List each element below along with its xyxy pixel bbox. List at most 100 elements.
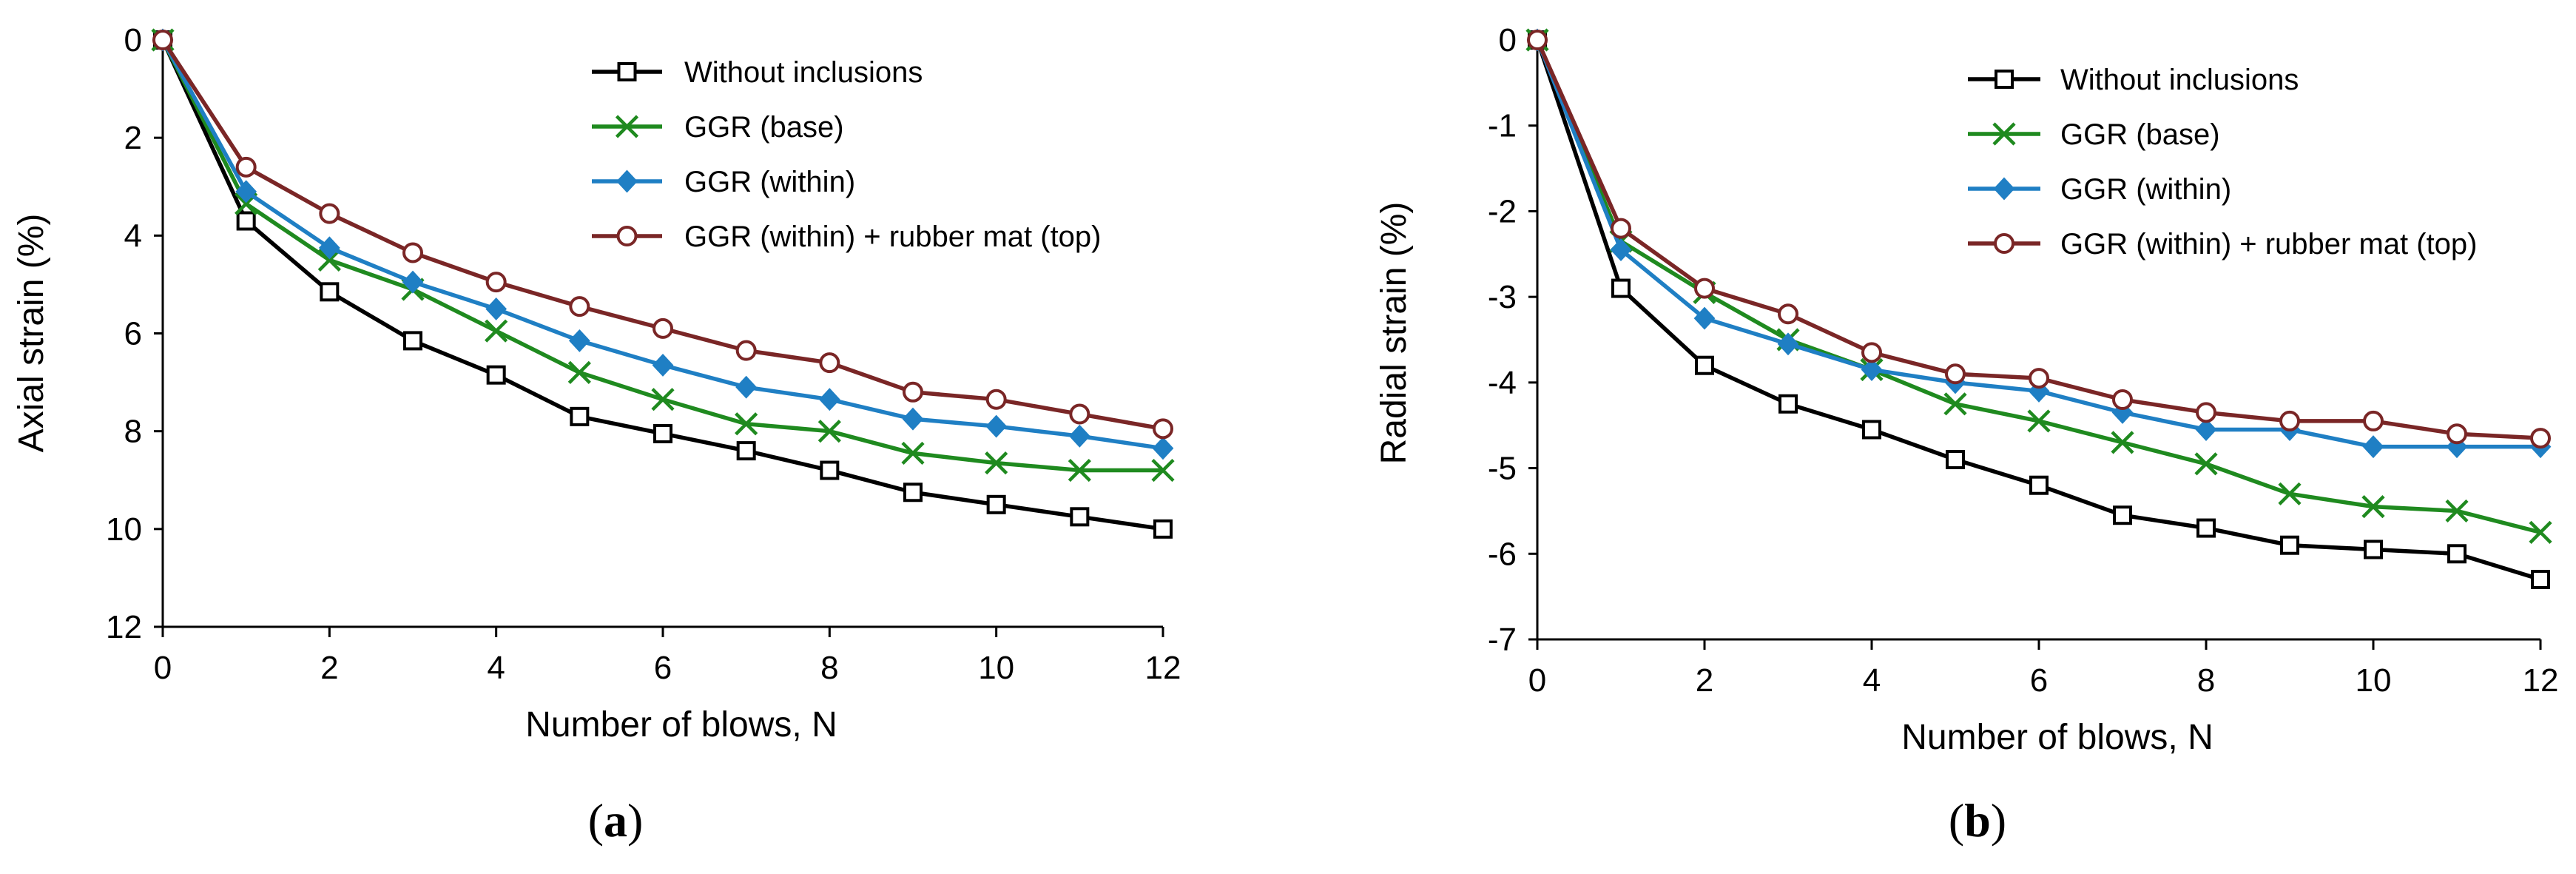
legend-entry: GGR (base)	[1968, 118, 2220, 151]
data-point	[1527, 30, 1548, 50]
data-point	[1695, 355, 1714, 375]
x-tick-label: 4	[487, 650, 505, 686]
x-tick-label: 2	[320, 650, 338, 686]
x-tick-label: 12	[2523, 662, 2559, 699]
panel-label: (b)	[1949, 794, 2006, 847]
data-point	[1945, 363, 1966, 385]
data-point	[653, 423, 672, 443]
data-point	[2029, 475, 2049, 495]
y-axis-label: Axial strain (%)	[12, 214, 51, 453]
x-tick-label: 6	[2030, 662, 2048, 699]
y-tick-label: -2	[1488, 193, 1517, 229]
data-point	[2280, 535, 2299, 555]
series-ggr-within-rubber-mat-top	[152, 30, 1173, 440]
legend-label: Without inclusions	[2060, 64, 2299, 96]
data-point	[985, 414, 1008, 438]
data-point	[1861, 358, 1883, 381]
y-tick-label: 12	[106, 609, 142, 645]
legend-marker	[616, 226, 638, 246]
legend-label: GGR (within) + rubber mat (top)	[684, 221, 1102, 253]
legend-label: GGR (within)	[684, 166, 855, 198]
y-tick-label: 0	[124, 22, 142, 58]
y-axis-label: Radial strain (%)	[1375, 202, 1414, 465]
data-point	[1861, 342, 1882, 363]
data-point	[320, 282, 340, 302]
data-point	[235, 156, 257, 178]
data-point	[317, 248, 341, 272]
x-axis-label: Number of blows, N	[525, 705, 837, 744]
data-point	[486, 365, 506, 385]
legend-entry: GGR (within)	[592, 166, 855, 198]
data-point	[1946, 450, 1965, 469]
chart-panel-a: 0 2 4 6 8 10 12 0 2 4 6 8 10 12 Axial strain (%) Number…	[12, 22, 1181, 847]
series-ggr-base	[151, 28, 1175, 483]
data-point	[985, 389, 1007, 410]
data-point	[652, 353, 674, 377]
y-tick-label: 6	[124, 316, 142, 352]
series-line	[1535, 38, 2541, 535]
data-point	[2113, 505, 2132, 525]
x-tick-label: 4	[1863, 662, 1881, 699]
data-point	[485, 297, 508, 320]
data-point	[2027, 409, 2051, 433]
legend-entry: GGR (within)	[1968, 173, 2231, 206]
legend-label: GGR (within)	[2060, 173, 2231, 206]
data-point	[735, 412, 758, 436]
data-point	[903, 483, 923, 502]
x-tick-label: 0	[154, 650, 172, 686]
legend-label: GGR (within) + rubber mat (top)	[2060, 228, 2478, 260]
data-point	[986, 494, 1006, 514]
data-point	[567, 360, 591, 384]
data-point	[2195, 418, 2217, 441]
data-point	[2279, 410, 2300, 431]
data-point	[568, 329, 590, 352]
data-point	[2112, 389, 2133, 410]
legend-marker	[617, 62, 637, 81]
data-point	[402, 270, 424, 294]
legend-label: GGR (base)	[684, 111, 844, 144]
data-point	[2363, 410, 2384, 431]
data-point	[817, 420, 841, 443]
legend-entry: GGR (base)	[592, 111, 844, 144]
data-point	[485, 272, 507, 293]
x-axis-label: Number of blows, N	[1901, 718, 2213, 757]
data-point	[2196, 518, 2216, 538]
series-without-inclusions	[1528, 30, 2550, 589]
y-tick-label: -3	[1488, 279, 1517, 315]
data-point	[1943, 392, 1967, 416]
legend-entry: GGR (within) + rubber mat (top)	[592, 221, 1102, 253]
y-tick-label: -1	[1488, 108, 1517, 144]
data-point	[2194, 452, 2218, 476]
series-without-inclusions	[153, 30, 1173, 539]
y-tick-label: 8	[124, 414, 142, 450]
data-point	[902, 407, 924, 431]
data-point	[2530, 428, 2551, 449]
y-tick-label: 0	[1499, 22, 1517, 58]
data-point	[903, 381, 923, 403]
legend-entry: Without inclusions	[592, 56, 923, 89]
data-point	[2447, 544, 2467, 564]
y-tick-label: 10	[106, 511, 142, 548]
data-point	[318, 236, 340, 260]
data-point	[403, 331, 422, 351]
x-tick-label: 12	[1145, 650, 1181, 686]
y-tick-label: 2	[124, 120, 142, 156]
data-point	[1151, 458, 1175, 483]
x-tick-label: 0	[1528, 662, 1546, 699]
y-tick-label: -4	[1488, 365, 1517, 401]
data-point	[820, 460, 840, 480]
data-point	[1068, 458, 1091, 483]
data-point	[2362, 435, 2384, 459]
data-point	[236, 211, 256, 231]
data-point	[1611, 218, 1631, 239]
series-line	[161, 38, 1163, 473]
data-point	[901, 441, 925, 465]
x-tick-label: 2	[1696, 662, 1713, 699]
data-point	[1153, 519, 1173, 539]
data-point	[818, 388, 840, 411]
legend-marker	[1993, 177, 2015, 201]
data-point	[735, 340, 757, 361]
data-point	[2364, 539, 2383, 559]
data-point	[1069, 403, 1090, 425]
legend-marker	[616, 169, 638, 193]
